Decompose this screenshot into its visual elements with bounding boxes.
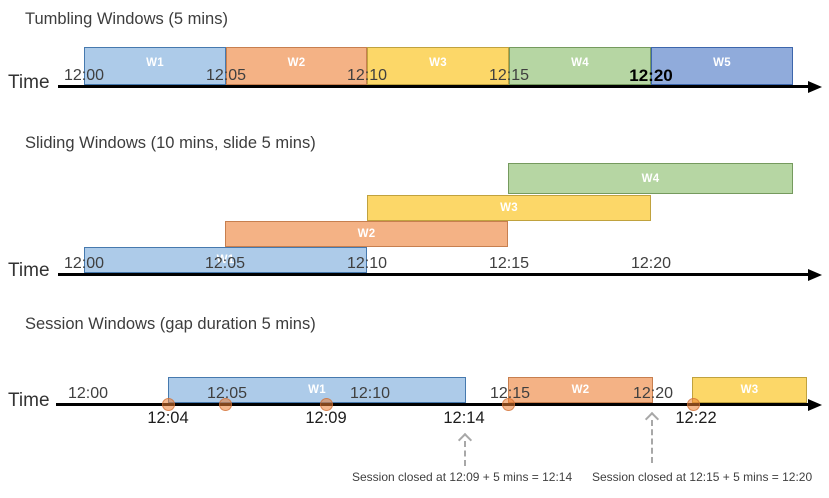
window-label: W2 — [287, 57, 306, 69]
section-title-tumbling: Tumbling Windows (5 mins) — [25, 10, 228, 28]
tick-sliding-1220: 12:20 — [630, 255, 672, 272]
time-axis-label-tumbling: Time — [8, 72, 50, 93]
window-sliding-w2: W2 — [225, 221, 508, 247]
tick-tumbling-1205: 12:05 — [205, 67, 247, 84]
window-label: W1 — [216, 254, 235, 266]
window-label: W1 — [146, 57, 164, 69]
event-dot — [686, 398, 700, 411]
event-dot — [501, 398, 515, 411]
window-tumbling-w5: W5 — [651, 47, 793, 85]
timeline-tumbling — [58, 85, 808, 88]
tick-tumbling-1210: 12:10 — [346, 67, 388, 84]
event-dot — [218, 398, 232, 411]
section-title-session: Session Windows (gap duration 5 mins) — [25, 315, 316, 333]
window-tumbling-w3: W3 — [367, 47, 509, 85]
event-dot — [319, 398, 333, 411]
tick-sliding-1210: 12:10 — [346, 255, 388, 272]
window-label: W3 — [500, 202, 518, 214]
tick-sliding-1200: 12:00 — [63, 255, 105, 272]
arrow-dashed-stem — [651, 420, 653, 463]
tick-tumbling-1220: 12:20 — [629, 66, 673, 85]
window-label: W1 — [308, 384, 326, 396]
tick-session-1220: 12:20 — [632, 385, 674, 402]
window-session-w1: W1 — [168, 377, 466, 403]
timeline-arrow-icon — [808, 80, 822, 93]
timeline-arrow-icon — [808, 268, 822, 281]
tick-session-1215: 12:15 — [489, 385, 531, 402]
window-label: W3 — [740, 384, 759, 396]
session-close-annotation: Session closed at 12:15 + 5 mins = 12:20 — [592, 470, 813, 484]
tick-session-1210: 12:10 — [349, 385, 391, 402]
timeline-arrow-icon — [808, 398, 822, 411]
tick-sliding-1215: 12:15 — [488, 255, 530, 272]
window-label: W3 — [429, 57, 447, 69]
tick-sliding-1205: 12:05 — [204, 255, 246, 272]
section-title-sliding: Sliding Windows (10 mins, slide 5 mins) — [25, 134, 316, 152]
arrow-dashed-stem — [464, 441, 466, 466]
window-sliding-w1: W1 — [84, 247, 367, 273]
window-label: W4 — [571, 57, 589, 69]
window-session-w3: W3 — [692, 377, 807, 403]
event-dot — [161, 398, 175, 411]
tick-session-1205: 12:05 — [206, 385, 248, 402]
tick-tumbling-1215: 12:15 — [488, 67, 530, 84]
session-close-annotation: Session closed at 12:09 + 5 mins = 12:14 — [352, 470, 573, 484]
window-label: W2 — [357, 228, 376, 240]
timeline-session — [56, 403, 808, 406]
tick-session-1200: 12:00 — [67, 385, 109, 402]
event-time-label-1209: 12:09 — [305, 409, 347, 427]
window-sliding-w4: W4 — [508, 163, 793, 194]
window-label: W2 — [571, 384, 590, 396]
time-axis-label-session: Time — [8, 390, 50, 411]
window-session-w2: W2 — [508, 377, 653, 403]
window-tumbling-w2: W2 — [226, 47, 367, 85]
window-tumbling-w1: W1 — [84, 47, 226, 85]
event-time-label-1214: 12:14 — [443, 409, 485, 427]
event-time-label-1222: 12:22 — [675, 409, 717, 427]
window-label: W5 — [713, 57, 731, 69]
tick-tumbling-1200: 12:00 — [63, 67, 105, 84]
timeline-sliding — [58, 273, 808, 276]
window-sliding-w3: W3 — [367, 195, 651, 221]
time-axis-label-sliding: Time — [8, 260, 50, 281]
event-time-label-1204: 12:04 — [147, 409, 189, 427]
window-label: W4 — [641, 172, 660, 185]
window-tumbling-w4: W4 — [509, 47, 651, 85]
